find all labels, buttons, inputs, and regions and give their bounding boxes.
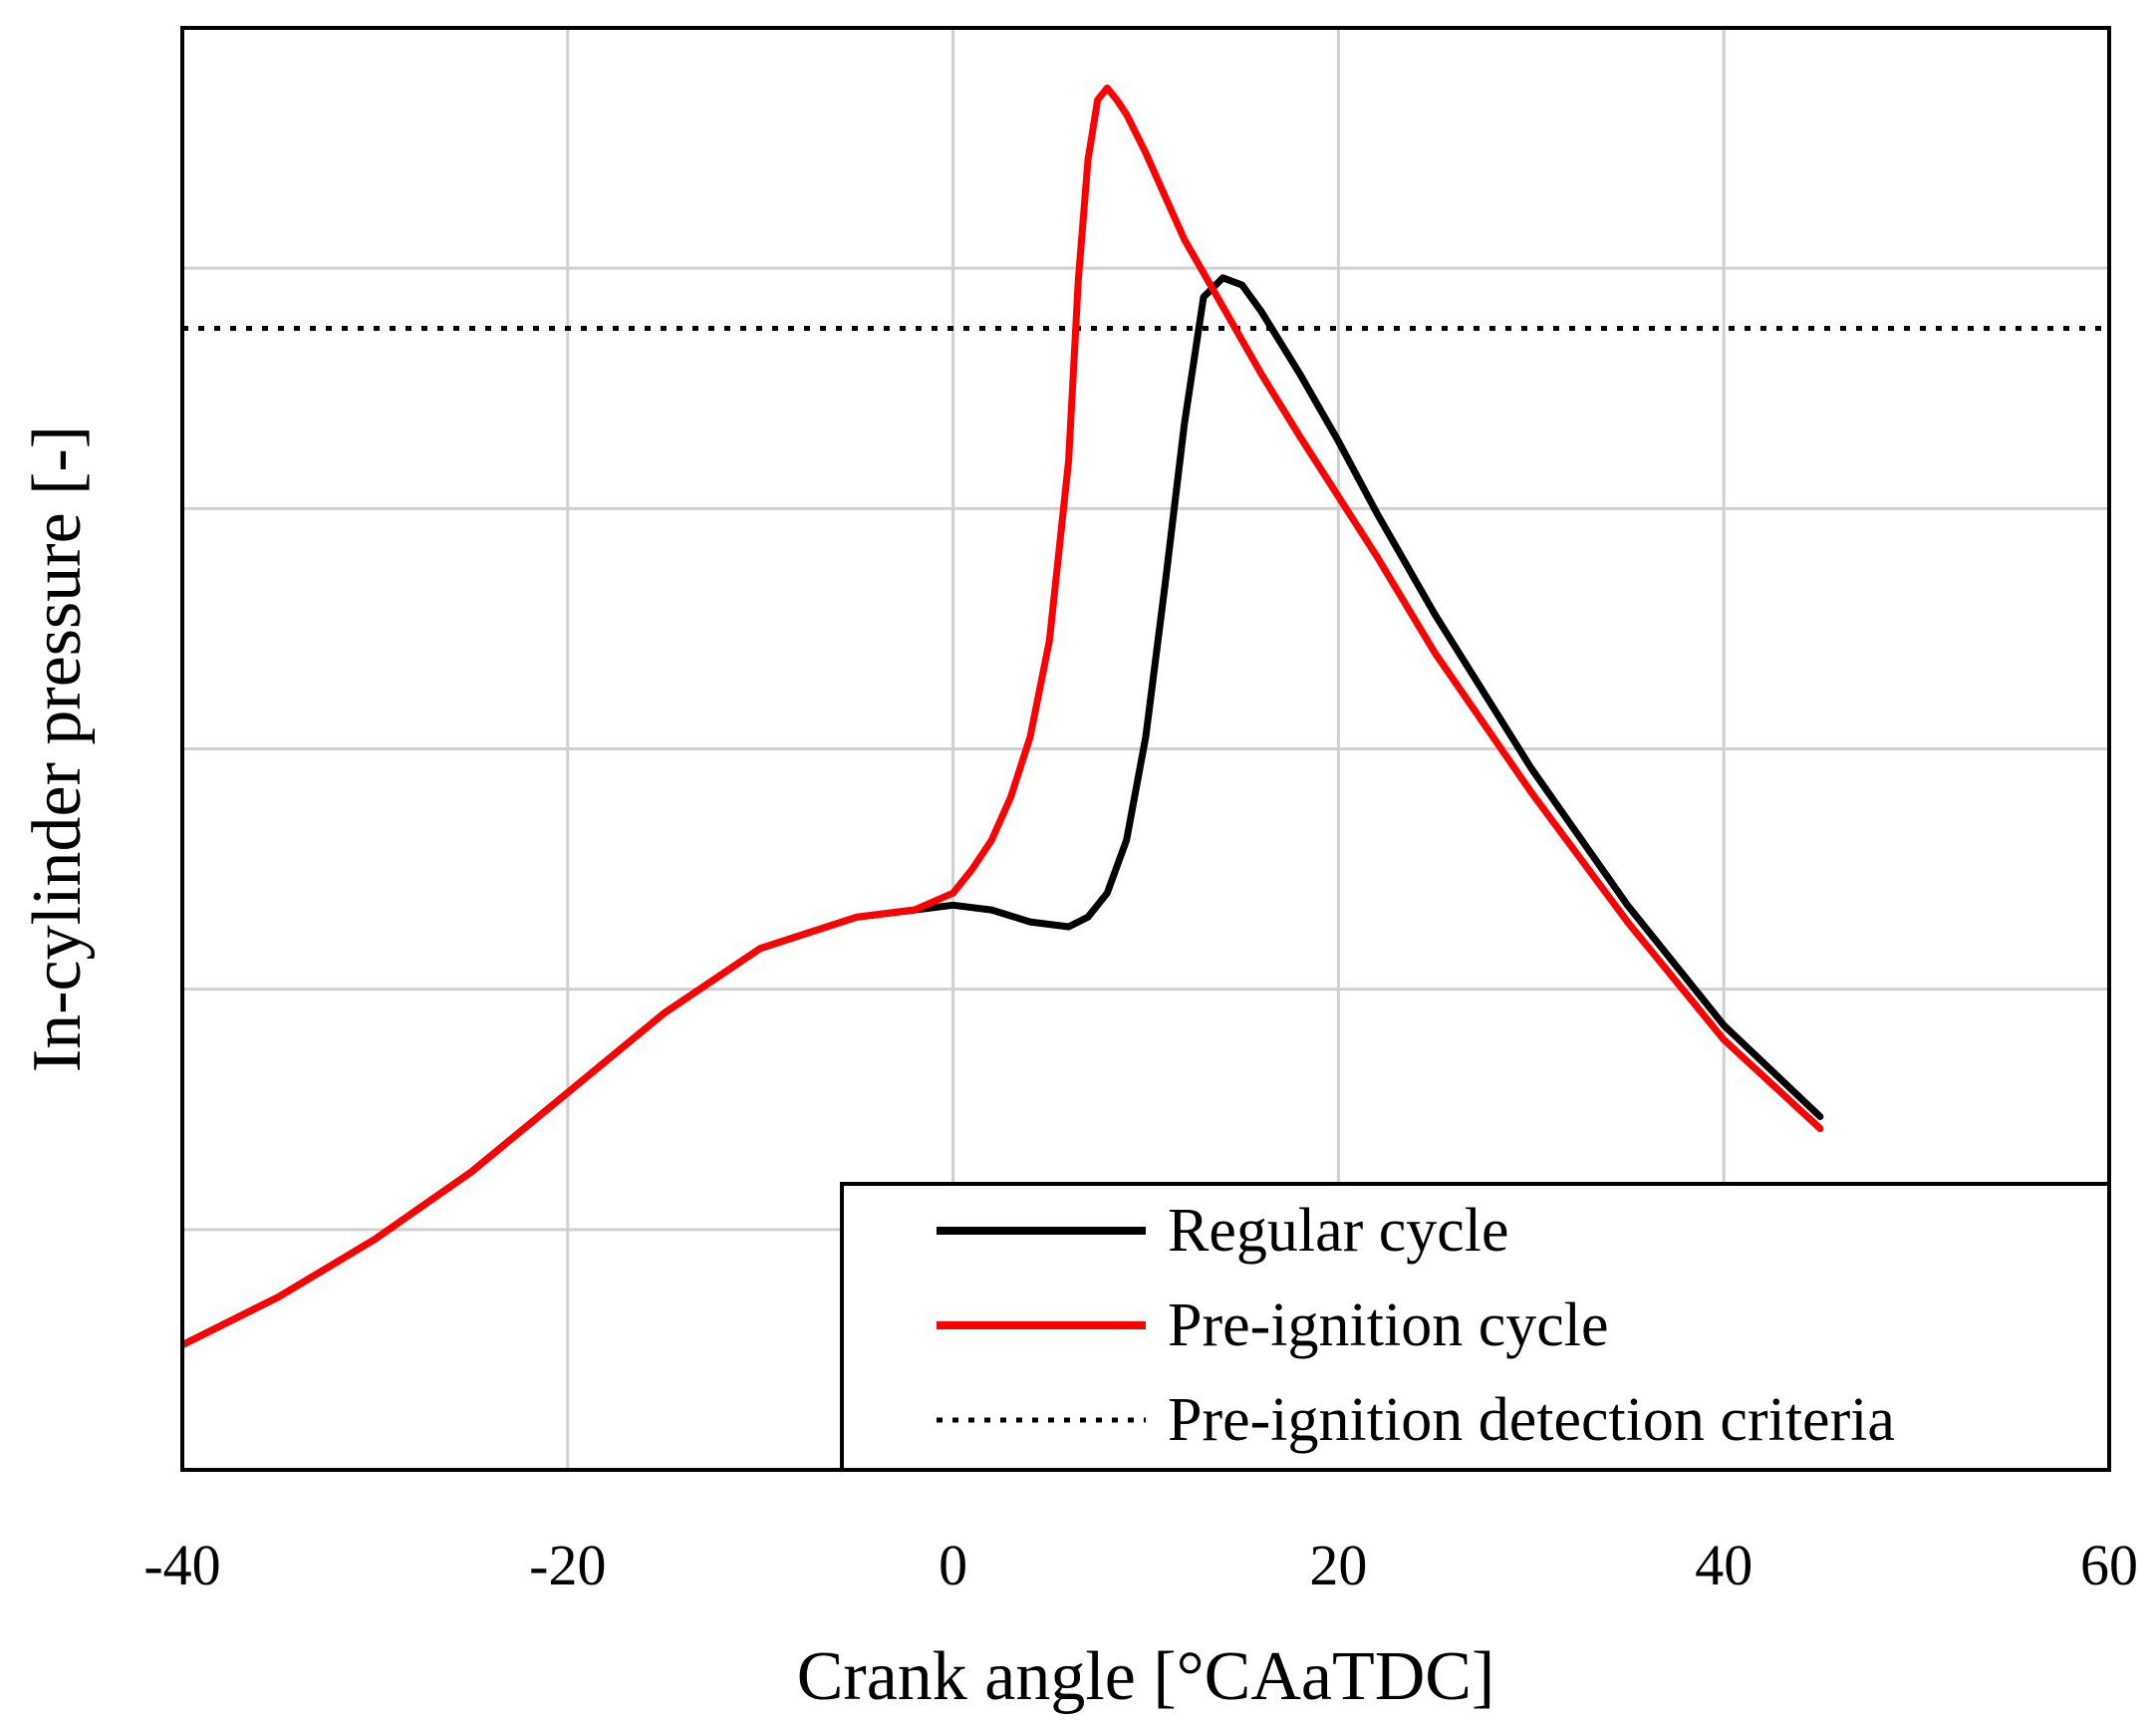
x-tick-label: 40 [1695, 1533, 1752, 1597]
x-tick-labels: -40 -20 0 20 40 60 [143, 1533, 2138, 1597]
legend-label-detection-criteria: Pre-ignition detection criteria [1168, 1386, 1895, 1454]
x-axis-title: Crank angle [°CAaTDC] [797, 1638, 1495, 1715]
x-tick-label: 60 [2080, 1533, 2138, 1597]
x-tick-label: 0 [939, 1533, 967, 1597]
legend: Regular cycle Pre-ignition cycle Pre-ign… [840, 1182, 2111, 1472]
pre-ignition-cycle-line [182, 84, 1824, 1349]
x-tick-label: -20 [529, 1533, 606, 1597]
grid [182, 28, 2109, 1470]
legend-label-pre-ignition-cycle: Pre-ignition cycle [1168, 1292, 1608, 1359]
series-layer [182, 84, 2109, 1349]
x-tick-label: -40 [143, 1533, 220, 1597]
x-tick-label: 20 [1309, 1533, 1367, 1597]
legend-label-regular-cycle: Regular cycle [1168, 1197, 1509, 1265]
y-axis-title: In-cylinder pressure [-] [19, 426, 96, 1072]
